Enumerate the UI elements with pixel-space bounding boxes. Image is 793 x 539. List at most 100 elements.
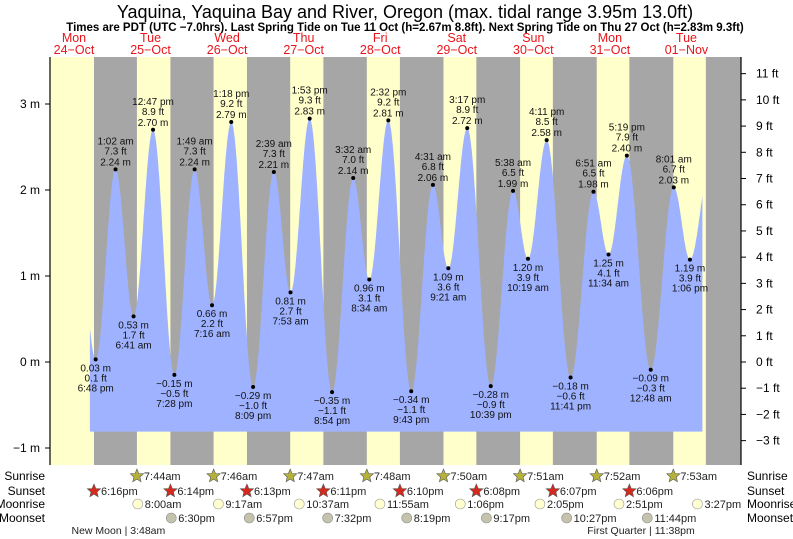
day-name-label: Thu bbox=[293, 31, 315, 45]
moonset-row-label-right: Moonset bbox=[747, 511, 793, 525]
y-tick-label-ft: 3 ft bbox=[756, 276, 773, 290]
low-tide-m: −0.29 m bbox=[235, 391, 271, 402]
low-tide-m: −0.15 m bbox=[156, 379, 192, 390]
high-tide-point bbox=[151, 127, 156, 132]
low-tide-m: 0.03 m bbox=[80, 363, 111, 374]
sunset-star-icon bbox=[239, 483, 255, 498]
low-tide-point bbox=[131, 314, 136, 319]
low-tide-time: 9:43 pm bbox=[393, 415, 429, 426]
low-tide-point bbox=[488, 384, 493, 389]
moonset-time: 7:32pm bbox=[335, 513, 372, 525]
tide-area-fill bbox=[89, 118, 703, 432]
low-tide-point bbox=[446, 266, 451, 271]
moonset-icon bbox=[322, 512, 333, 524]
sunrise-time: 7:46am bbox=[221, 471, 258, 483]
sunrise-time: 7:52am bbox=[604, 471, 641, 483]
moonset-icon bbox=[401, 512, 413, 524]
low-tide-time: 1:06 pm bbox=[672, 284, 708, 295]
sunset-time: 6:13pm bbox=[254, 486, 291, 498]
day-name-label: Tue bbox=[140, 31, 161, 45]
day-band bbox=[50, 57, 94, 465]
moonrise-icon bbox=[132, 498, 144, 510]
moonrise-time: 8:00am bbox=[145, 499, 182, 511]
high-tide-time: 2:32 pm bbox=[370, 87, 406, 98]
low-tide-ft: 3.9 ft bbox=[679, 274, 701, 285]
high-tide-point bbox=[465, 126, 470, 131]
moonrise-time: 10:37am bbox=[306, 499, 349, 511]
low-tide-ft: 0.1 ft bbox=[85, 373, 107, 384]
moonset-time: 9:17pm bbox=[493, 513, 530, 525]
high-tide-time: 5:38 am bbox=[495, 158, 531, 169]
moonrise-icon bbox=[613, 498, 625, 510]
moonrise-time: 3:27pm bbox=[704, 499, 741, 511]
low-tide-ft: −0.5 ft bbox=[160, 389, 188, 400]
sunrise-time: 7:47am bbox=[297, 471, 334, 483]
sunrise-time: 7:48am bbox=[374, 471, 411, 483]
y-tick-label-ft: 9 ft bbox=[756, 119, 773, 133]
sunset-time: 6:14pm bbox=[177, 486, 214, 498]
high-tide-ft: 9.2 ft bbox=[377, 97, 399, 108]
high-tide-ft: 6.8 ft bbox=[422, 162, 444, 173]
low-tide-point bbox=[687, 257, 692, 262]
low-tide-m: 1.20 m bbox=[513, 263, 544, 274]
low-tide-time: 11:41 pm bbox=[550, 401, 591, 412]
high-tide-m: 2.24 m bbox=[100, 157, 131, 168]
high-tide-ft: 7.3 ft bbox=[184, 146, 206, 157]
high-tide-m: 2.24 m bbox=[179, 157, 210, 168]
y-tick-label-ft: 1 ft bbox=[756, 329, 773, 343]
sunrise-star-icon bbox=[359, 468, 375, 483]
low-tide-time: 10:39 pm bbox=[470, 410, 512, 421]
y-tick-label-m: −1 m bbox=[13, 441, 40, 455]
sunset-star-icon bbox=[621, 483, 637, 498]
sunset-row-label-left: Sunset bbox=[8, 484, 46, 498]
sunrise-star-icon bbox=[665, 468, 681, 483]
tide-labels: 0.03 m0.1 ft6:48 pm1:02 am7.3 ft2.24 m0.… bbox=[78, 86, 708, 427]
low-tide-ft: 3.1 ft bbox=[358, 293, 380, 304]
high-tide-ft: 7.3 ft bbox=[263, 149, 285, 160]
day-name-label: Mon bbox=[62, 31, 86, 45]
low-tide-m: 0.66 m bbox=[197, 309, 228, 320]
sunset-time: 6:16pm bbox=[101, 486, 138, 498]
low-tide-time: 8:54 pm bbox=[314, 416, 350, 427]
high-tide-time: 6:51 am bbox=[575, 159, 611, 170]
moonrise-icon bbox=[374, 498, 386, 510]
low-tide-m: 1.25 m bbox=[593, 259, 624, 270]
low-tide-time: 12:48 am bbox=[630, 394, 672, 405]
low-tide-point bbox=[367, 277, 372, 282]
low-tide-time: 6:41 am bbox=[115, 340, 151, 351]
sunrise-row-label-left: Sunrise bbox=[4, 469, 45, 483]
y-tick-label-ft: 5 ft bbox=[756, 224, 773, 238]
high-tide-point bbox=[511, 188, 516, 193]
low-tide-m: 0.53 m bbox=[118, 320, 149, 331]
low-tide-time: 8:34 am bbox=[351, 303, 387, 314]
low-tide-time: 11:34 am bbox=[588, 279, 629, 290]
high-tide-m: 2.72 m bbox=[452, 116, 483, 127]
high-tide-point bbox=[192, 167, 197, 172]
day-name-label: Fri bbox=[373, 31, 388, 45]
high-tide-point bbox=[386, 118, 391, 123]
high-tide-point bbox=[271, 169, 276, 174]
high-tide-time: 8:01 am bbox=[656, 154, 692, 165]
moonset-icon bbox=[243, 512, 255, 524]
low-tide-m: −0.34 m bbox=[393, 395, 429, 406]
low-tide-ft: −0.9 ft bbox=[477, 400, 505, 411]
y-tick-label-ft: 7 ft bbox=[756, 172, 773, 186]
sunrise-row-label-right: Sunrise bbox=[747, 469, 788, 483]
y-tick-label-ft: 0 ft bbox=[756, 355, 773, 369]
high-tide-ft: 8.5 ft bbox=[536, 117, 558, 128]
sunrise-star-icon bbox=[436, 468, 451, 483]
y-tick-label-ft: 10 ft bbox=[756, 93, 780, 107]
low-tide-ft: 3.6 ft bbox=[437, 282, 459, 293]
moonset-time: 8:19pm bbox=[414, 513, 451, 525]
y-tick-label-ft: 6 ft bbox=[756, 198, 773, 212]
low-tide-point bbox=[172, 372, 177, 377]
low-tide-point bbox=[648, 367, 653, 372]
sunrise-time: 7:50am bbox=[450, 471, 487, 483]
y-tick-label-ft: 11 ft bbox=[756, 67, 779, 81]
high-tide-m: 1.99 m bbox=[498, 179, 529, 190]
high-tide-point bbox=[351, 175, 356, 180]
chart-title: Yaquina, Yaquina Bay and River, Oregon (… bbox=[117, 2, 693, 22]
low-tide-m: 0.96 m bbox=[354, 283, 385, 294]
